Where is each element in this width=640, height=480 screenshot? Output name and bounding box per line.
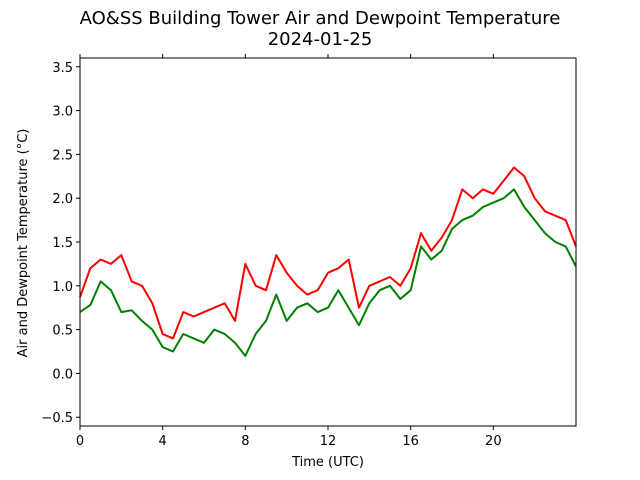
series-line-1 (79, 188, 577, 357)
x-tick-label: 4 (159, 434, 167, 449)
y-tick-label: 1.0 (52, 280, 73, 295)
y-tick-label: −0.5 (41, 411, 73, 426)
x-tick-label: 20 (485, 434, 502, 449)
chart-title: AO&SS Building Tower Air and Dewpoint Te… (80, 8, 561, 29)
y-tick-label: 2.5 (52, 148, 73, 163)
y-tick-label: 3.5 (52, 61, 73, 76)
y-tick-label: 3.0 (52, 105, 73, 120)
x-tick-label: 0 (76, 434, 84, 449)
x-tick-label: 8 (241, 434, 249, 449)
y-tick-label: 2.0 (52, 192, 73, 207)
y-tick-label: 0.5 (52, 324, 73, 339)
y-tick-label: 1.5 (52, 236, 73, 251)
plot-frame (79, 57, 577, 427)
series-line-0 (79, 166, 577, 340)
x-axis-label: Time (UTC) (291, 455, 364, 470)
x-tick-label: 12 (320, 434, 337, 449)
y-axis-label: Air and Dewpoint Temperature (°C) (16, 129, 31, 358)
y-tick-label: 0.0 (52, 367, 73, 382)
x-tick-label: 16 (402, 434, 419, 449)
chart-subtitle: 2024-01-25 (268, 29, 373, 50)
